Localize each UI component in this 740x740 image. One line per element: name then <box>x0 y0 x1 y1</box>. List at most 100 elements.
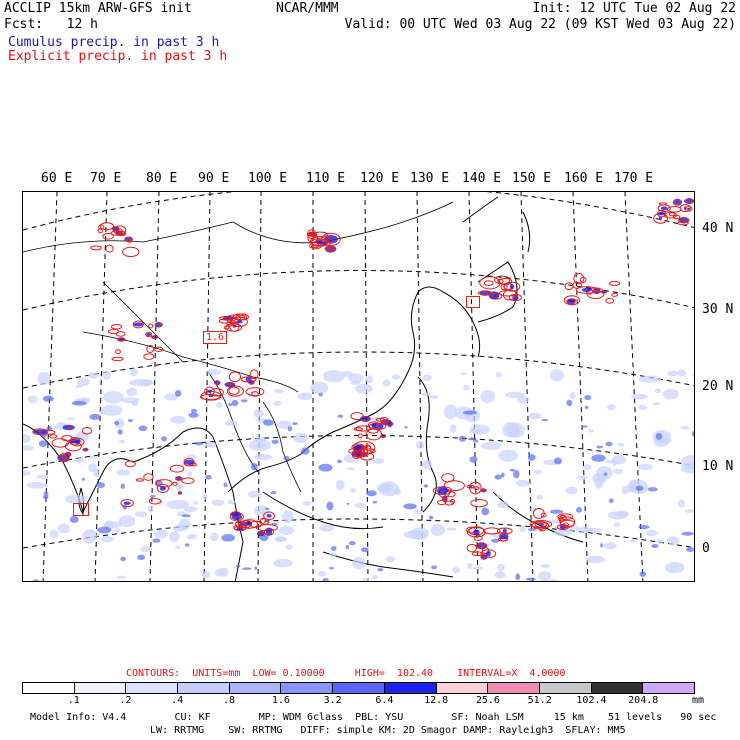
precip-shade <box>348 541 356 546</box>
precip-shade <box>361 547 369 553</box>
precip-shade <box>82 529 98 544</box>
explicit-contour <box>360 415 370 422</box>
explicit-contour <box>132 320 144 329</box>
precip-shade <box>458 435 467 442</box>
precip-shade <box>117 429 123 435</box>
explicit-contour <box>154 346 164 352</box>
precip-shade <box>342 371 354 377</box>
explicit-contour <box>90 245 102 251</box>
precip-shade <box>378 481 400 497</box>
precip-shade <box>181 514 191 518</box>
precip-shade <box>497 563 505 572</box>
explicit-contour <box>663 211 677 219</box>
precip-shade <box>175 545 181 549</box>
precip-shade <box>253 408 264 418</box>
explicit-contour <box>494 275 511 285</box>
precip-shade <box>326 501 334 511</box>
precip-shade <box>331 545 337 552</box>
explicit-contour <box>656 209 667 218</box>
precip-shade <box>266 514 272 518</box>
explicit-contour <box>169 464 185 473</box>
precip-shade <box>681 531 694 536</box>
precip-shade <box>501 472 505 478</box>
precip-shade <box>202 493 208 500</box>
explicit-contour <box>354 451 364 459</box>
precip-shade <box>224 381 236 388</box>
precip-shade <box>207 368 221 376</box>
precip-shade <box>270 490 277 495</box>
precip-shade <box>603 472 608 476</box>
precip-shade <box>549 578 557 581</box>
precip-shade <box>186 534 198 540</box>
precip-shade <box>248 380 255 384</box>
explicit-contour <box>531 521 550 530</box>
precip-shade <box>403 503 417 510</box>
precip-shade <box>600 543 604 548</box>
precip-shade <box>292 422 298 426</box>
precip-shade <box>154 529 169 539</box>
precip-shade <box>656 538 664 545</box>
precip-shade <box>666 536 680 545</box>
explicit-contour <box>564 282 574 291</box>
explicit-contour <box>172 481 178 486</box>
precip-shade <box>612 468 624 474</box>
precip-shade <box>76 457 84 464</box>
precip-shade <box>541 419 549 422</box>
lat-label: 40 N <box>702 221 734 236</box>
explicit-contour <box>559 519 575 528</box>
precip-shade <box>428 515 434 520</box>
precip-shade <box>345 544 350 550</box>
precip-shade <box>248 439 271 452</box>
precip-shade <box>247 490 262 498</box>
precip-shade <box>462 410 478 415</box>
explicit-contour <box>380 434 386 439</box>
precip-shade <box>603 542 617 550</box>
explicit-contour <box>540 512 547 518</box>
explicit-contour <box>573 273 585 285</box>
explicit-contour <box>575 286 598 294</box>
precip-shade <box>420 392 431 397</box>
explicit-contour <box>666 205 682 213</box>
precip-shade <box>205 474 212 480</box>
explicit-contour <box>226 385 244 397</box>
explicit-contour <box>264 527 275 536</box>
colorbar-tick-label: 1.6 <box>271 695 290 706</box>
precip-shade <box>282 510 294 524</box>
precip-shade <box>149 494 156 498</box>
precip-shade <box>657 212 666 216</box>
graticule-meridians <box>42 192 644 581</box>
explicit-contour <box>124 236 133 242</box>
explicit-contour <box>251 391 259 397</box>
precip-shade <box>677 369 687 377</box>
precip-shade <box>495 372 503 378</box>
precip-shade <box>62 424 75 431</box>
contours-info: CONTOURS: UNITS=mm LOW= 0.10000 HIGH= 10… <box>126 668 566 679</box>
lon-label: 110 E <box>306 171 346 186</box>
precip-shade <box>613 522 621 527</box>
precip-shade <box>322 369 345 383</box>
precip-shade <box>673 199 682 205</box>
explicit-contour <box>560 514 566 519</box>
explicit-contour <box>234 520 248 528</box>
colorbar-tick-label: 12.8 <box>424 695 449 706</box>
explicit-contour <box>107 328 120 335</box>
explicit-contour <box>258 531 264 536</box>
precip-shade <box>207 389 212 393</box>
precip-shade <box>235 564 241 568</box>
precip-shade <box>193 500 199 505</box>
precip-shade <box>605 459 615 464</box>
explicit-contour <box>325 237 333 243</box>
colorbar <box>22 682 695 694</box>
explicit-contour <box>310 244 320 249</box>
precip-shade <box>473 529 480 536</box>
explicit-contour <box>466 543 478 553</box>
precip-shade <box>638 524 650 530</box>
explicit-contour <box>156 483 170 494</box>
explicit-contour <box>111 356 124 362</box>
precip-shade <box>318 392 323 397</box>
forecast-hour: Fcst: 12 h <box>4 17 98 32</box>
explicit-contour <box>248 380 255 385</box>
precip-shade <box>224 420 238 427</box>
precip-shade <box>216 402 223 408</box>
lat-label: 30 N <box>702 302 734 317</box>
